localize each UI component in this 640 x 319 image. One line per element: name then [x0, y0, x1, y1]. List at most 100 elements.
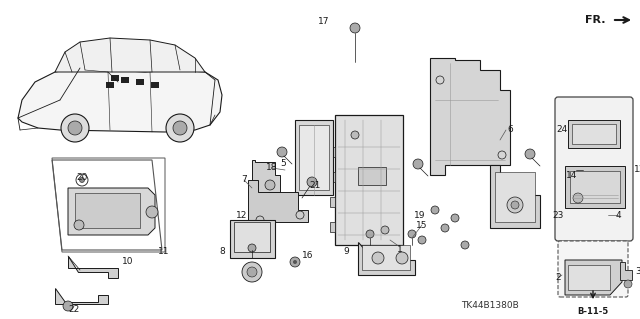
Circle shape [418, 236, 426, 244]
Circle shape [408, 230, 416, 238]
Polygon shape [490, 165, 540, 228]
Circle shape [68, 121, 82, 135]
Text: 2: 2 [555, 273, 561, 283]
Text: 4: 4 [615, 211, 621, 219]
Circle shape [63, 301, 73, 311]
Bar [111, 75, 119, 81]
Text: B-11-5: B-11-5 [577, 308, 609, 316]
Circle shape [146, 206, 158, 218]
Bar [495, 172, 535, 222]
Circle shape [451, 214, 459, 222]
Bar [572, 124, 616, 144]
Circle shape [366, 230, 374, 238]
Bar [330, 147, 335, 157]
Polygon shape [68, 188, 155, 235]
Circle shape [525, 149, 535, 159]
Text: 15: 15 [416, 220, 428, 229]
Bar [330, 222, 335, 232]
Circle shape [372, 252, 384, 264]
Circle shape [265, 180, 275, 190]
Polygon shape [55, 288, 108, 304]
Circle shape [396, 252, 408, 264]
Circle shape [173, 121, 187, 135]
Polygon shape [430, 58, 510, 175]
Bar [335, 115, 403, 245]
Bar [75, 193, 140, 228]
Text: 5: 5 [280, 159, 286, 167]
Text: 3: 3 [635, 268, 640, 277]
Text: 14: 14 [566, 170, 578, 180]
Text: 16: 16 [302, 250, 314, 259]
Circle shape [166, 114, 194, 142]
Text: 10: 10 [122, 257, 134, 266]
Bar [151, 82, 159, 88]
Circle shape [461, 241, 469, 249]
Polygon shape [55, 38, 205, 72]
Text: TK44B1380B: TK44B1380B [461, 300, 519, 309]
Circle shape [61, 114, 89, 142]
FancyBboxPatch shape [558, 241, 628, 297]
Circle shape [79, 177, 84, 182]
Text: 8: 8 [219, 248, 225, 256]
Text: 18: 18 [266, 164, 278, 173]
Bar [230, 220, 275, 258]
Text: 13: 13 [634, 166, 640, 174]
Bar [106, 82, 114, 88]
Bar [568, 120, 620, 148]
Text: FR.: FR. [586, 15, 606, 25]
Circle shape [381, 226, 389, 234]
Text: 23: 23 [552, 211, 564, 219]
Text: 20: 20 [76, 174, 88, 182]
Text: 7: 7 [241, 175, 247, 184]
Text: 19: 19 [414, 211, 426, 219]
Polygon shape [18, 68, 222, 132]
Polygon shape [620, 262, 632, 280]
Text: 9: 9 [343, 248, 349, 256]
Circle shape [413, 159, 423, 169]
Bar [299, 125, 329, 190]
Circle shape [293, 260, 297, 264]
Polygon shape [68, 256, 118, 278]
Circle shape [277, 147, 287, 157]
Text: 11: 11 [158, 248, 170, 256]
Circle shape [351, 131, 359, 139]
Text: 22: 22 [68, 306, 79, 315]
Text: 17: 17 [318, 18, 330, 26]
Polygon shape [358, 242, 415, 275]
Circle shape [290, 257, 300, 267]
Bar [330, 172, 335, 182]
Circle shape [573, 193, 583, 203]
Bar [330, 197, 335, 207]
Text: 21: 21 [309, 181, 321, 189]
Circle shape [247, 267, 257, 277]
Bar [568, 265, 610, 290]
Polygon shape [252, 160, 280, 198]
Circle shape [431, 206, 439, 214]
Circle shape [441, 224, 449, 232]
Ellipse shape [583, 167, 605, 179]
Bar [570, 171, 620, 203]
Text: 12: 12 [236, 211, 248, 219]
Circle shape [242, 262, 262, 282]
Text: 6: 6 [507, 125, 513, 135]
Text: 1: 1 [397, 246, 403, 255]
Bar [295, 120, 333, 195]
Bar [234, 222, 270, 252]
Bar [362, 245, 410, 270]
Bar [136, 79, 144, 85]
Polygon shape [565, 260, 622, 295]
Text: 24: 24 [556, 125, 568, 135]
Circle shape [74, 220, 84, 230]
Circle shape [624, 280, 632, 288]
Bar [358, 167, 386, 185]
Circle shape [307, 177, 317, 187]
Circle shape [350, 23, 360, 33]
Circle shape [511, 201, 519, 209]
Circle shape [248, 244, 256, 252]
Circle shape [590, 169, 598, 177]
Bar [565, 166, 625, 208]
Bar [121, 77, 129, 83]
FancyBboxPatch shape [555, 97, 633, 241]
Circle shape [507, 197, 523, 213]
Polygon shape [248, 180, 308, 232]
